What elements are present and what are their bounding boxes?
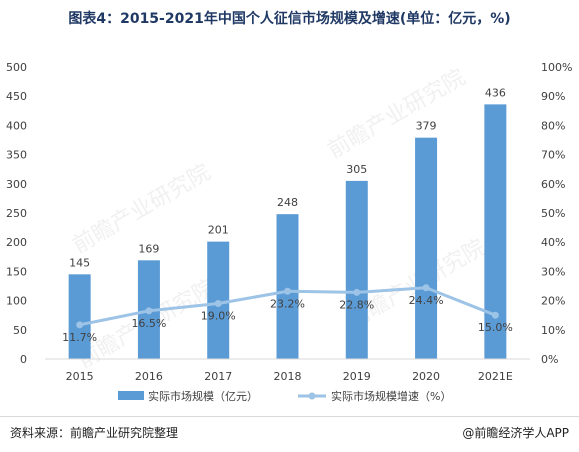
bar [345,180,368,359]
y-left-tick-label: 350 [6,149,27,162]
chart-title: 图表4：2015-2021年中国个人征信市场规模及增速(单位：亿元，%) [68,11,511,27]
bar-data-label: 201 [208,224,229,237]
growth-data-label: 22.8% [339,298,374,311]
x-tick-label: 2017 [204,370,232,383]
y-left-tick-label: 500 [6,61,27,74]
y-right-tick-label: 30% [541,265,565,278]
y-right-tick-label: 70% [541,149,565,162]
y-right-tick-label: 50% [541,207,565,220]
growth-point [422,284,430,292]
y-left-tick-label: 250 [6,207,27,220]
growth-data-label: 16.5% [131,317,166,330]
credit-note: @前瞻经济学人APP [462,426,569,440]
y-right-tick-label: 100% [541,61,572,74]
bar [276,214,299,359]
growth-data-label: 19.0% [201,310,236,323]
y-right-tick-label: 10% [541,324,565,337]
growth-data-label: 24.4% [409,294,444,307]
x-tick-label: 2020 [412,370,440,383]
x-tick-label: 2016 [135,370,163,383]
x-tick-label: 2021E [478,370,513,383]
bar-data-label: 436 [485,86,506,99]
y-right-tick-label: 60% [541,178,565,191]
source-note: 资料来源：前瞻产业研究院整理 [10,426,179,440]
y-right-tick-label: 20% [541,295,565,308]
growth-data-label: 15.0% [478,321,513,334]
growth-point [214,300,222,308]
growth-point [145,307,153,315]
x-tick-label: 2018 [274,370,302,383]
y-left-tick-label: 100 [6,295,27,308]
legend-bar-swatch [118,391,144,400]
legend-line-label: 实际市场规模增速（%） [331,389,451,403]
y-left-tick-label: 450 [6,90,27,103]
bar [68,274,91,359]
bar [415,137,438,359]
legend-bar-label: 实际市场规模（亿元） [148,389,258,403]
bar-data-label: 145 [69,256,90,269]
footer: 资料来源：前瞻产业研究院整理 @前瞻经济学人APP [10,424,569,444]
y-right-tick-label: 40% [541,236,565,249]
legend-line-marker [308,392,316,400]
y-left-tick-label: 0 [20,353,27,366]
bar-data-label: 248 [277,196,298,209]
x-tick-label: 2015 [66,370,94,383]
bar [484,104,507,359]
bar-data-label: 169 [138,242,159,255]
y-left-tick-label: 50 [13,324,27,337]
bar-data-label: 305 [346,163,367,176]
growth-point [76,321,84,329]
watermark-text: 前瞻产业研究院 [324,65,470,164]
y-right-tick-label: 0% [541,353,558,366]
footer-divider [0,416,579,417]
y-left-tick-label: 200 [6,236,27,249]
y-left-tick-label: 300 [6,178,27,191]
y-right-tick-label: 80% [541,119,565,132]
y-right-tick-label: 90% [541,90,565,103]
y-left-tick-label: 400 [6,119,27,132]
x-tick-label: 2019 [343,370,371,383]
growth-point [491,311,499,319]
growth-data-label: 11.7% [62,331,97,344]
growth-data-label: 23.2% [270,297,305,310]
growth-point [284,287,291,295]
growth-point [353,288,361,296]
y-left-tick-label: 150 [6,265,27,278]
bar-data-label: 379 [416,120,437,133]
